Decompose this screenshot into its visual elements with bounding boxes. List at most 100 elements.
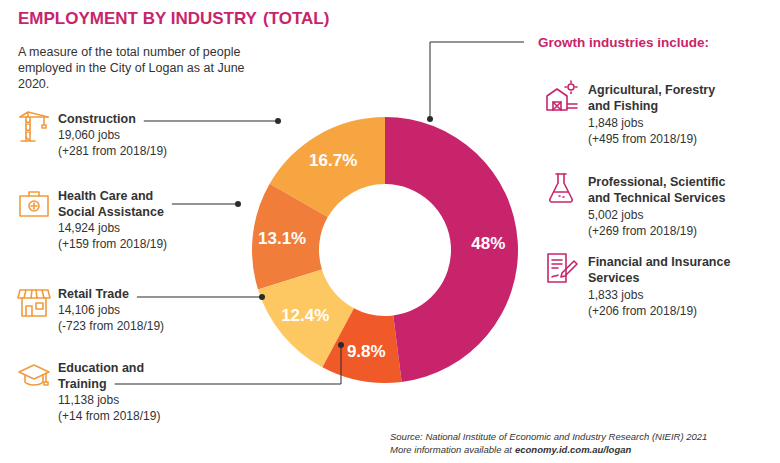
jobs: 14,924 jobs bbox=[58, 221, 120, 235]
text-line: Agricultural, Forestry bbox=[588, 83, 715, 97]
icon-stroke bbox=[44, 382, 48, 385]
jobs: 11,138 jobs bbox=[58, 393, 119, 407]
leader-dot bbox=[338, 342, 344, 348]
growth-name: Agricultural, Forestry and Fishing bbox=[588, 83, 715, 113]
text-line: and Fishing bbox=[588, 99, 658, 113]
source: Source: National Institute of Economic a… bbox=[390, 431, 707, 442]
icon-stroke bbox=[18, 290, 50, 298]
change: (-723 from 2018/19) bbox=[58, 319, 164, 333]
data-label: 48% bbox=[471, 234, 505, 253]
icon-stroke bbox=[25, 375, 43, 385]
subtitle: A measure of the total number of people e… bbox=[18, 45, 245, 91]
more-info: More information available ateconomy.id.… bbox=[390, 444, 631, 455]
leader-line bbox=[430, 42, 524, 119]
leader-dot bbox=[427, 116, 433, 122]
icon-stroke bbox=[26, 121, 30, 141]
text-line: Professional, Scientific bbox=[588, 175, 726, 189]
leader-dot bbox=[275, 118, 281, 124]
icon-stroke bbox=[553, 102, 561, 110]
more-info-link: economy.id.com.au/logan bbox=[515, 444, 632, 455]
category-name: Retail Trade bbox=[58, 287, 129, 301]
icon-crane bbox=[20, 112, 48, 141]
icon-stroke bbox=[42, 125, 46, 128]
icon-stroke bbox=[561, 261, 577, 277]
text-line: 2020. bbox=[18, 77, 49, 91]
text-line: Training bbox=[58, 377, 107, 391]
chart-container: EMPLOYMENT BY INDUSTRY (TOTAL) A measure o… bbox=[0, 0, 780, 463]
text-line: Social Assistance bbox=[58, 205, 164, 219]
growth-jobs: 1,848 jobs bbox=[588, 116, 643, 130]
growth-name: Professional, Scientific and Technical Se… bbox=[588, 175, 726, 205]
icon-briefcase bbox=[20, 192, 48, 216]
growth-change: (+206 from 2018/19) bbox=[588, 304, 697, 318]
growth-jobs: 5,002 jobs bbox=[588, 208, 643, 222]
icon-farm bbox=[547, 81, 577, 110]
icon-shop bbox=[18, 290, 50, 316]
icon-stroke bbox=[553, 102, 561, 110]
icon-cap bbox=[19, 365, 49, 385]
text-line: A measure of the total number of people bbox=[18, 45, 240, 59]
jobs: 14,106 jobs bbox=[58, 303, 120, 317]
icon-stroke bbox=[24, 290, 44, 298]
icon-flask bbox=[550, 174, 573, 202]
icon-stroke bbox=[567, 104, 577, 108]
icon-stroke bbox=[568, 84, 574, 90]
icon-stroke bbox=[26, 306, 32, 316]
icon-stroke bbox=[21, 140, 35, 142]
icon-stroke bbox=[36, 303, 43, 309]
jobs: 19,060 jobs bbox=[58, 128, 120, 142]
text-line: Financial and Insurance bbox=[588, 255, 730, 269]
text-line: employed in the City of Logan as at June bbox=[18, 61, 245, 75]
icon-stroke bbox=[548, 254, 566, 282]
data-label: 9.8% bbox=[347, 342, 386, 361]
icon-stroke bbox=[19, 365, 49, 379]
growth-heading: Growth industries include: bbox=[538, 35, 709, 50]
data-label: 16.7% bbox=[309, 151, 357, 170]
title-main: EMPLOYMENT BY INDUSTRY bbox=[18, 9, 258, 28]
title-suffix: (TOTAL) bbox=[263, 9, 329, 28]
leader-line bbox=[172, 204, 238, 205]
category-name: Education and Training bbox=[58, 361, 144, 391]
icon-stroke bbox=[552, 275, 558, 277]
icon-stroke bbox=[559, 196, 564, 197]
icon-stroke bbox=[547, 89, 567, 110]
change: (+159 from 2018/19) bbox=[58, 237, 167, 251]
chart-svg: EMPLOYMENT BY INDUSTRY (TOTAL) A measure o… bbox=[0, 0, 780, 463]
icon-stroke bbox=[554, 191, 568, 193]
change: (+14 from 2018/19) bbox=[58, 409, 160, 423]
more-info-text: More information available at bbox=[390, 444, 512, 455]
title: EMPLOYMENT BY INDUSTRY (TOTAL) bbox=[18, 9, 329, 28]
category-name: Construction bbox=[58, 112, 136, 126]
icon-doc bbox=[548, 254, 577, 282]
icon-stroke bbox=[550, 174, 573, 202]
icon-stroke bbox=[22, 298, 46, 316]
change: (+281 from 2018/19) bbox=[58, 144, 167, 158]
leader-dot bbox=[235, 201, 241, 207]
icon-stroke bbox=[20, 196, 48, 216]
growth-jobs: 1,833 jobs bbox=[588, 288, 643, 302]
text-line: and Technical Services bbox=[588, 191, 725, 205]
leader-line bbox=[137, 297, 262, 298]
icon-stroke bbox=[43, 117, 45, 125]
icon-stroke bbox=[29, 192, 39, 196]
leader-dot bbox=[259, 294, 265, 300]
category-name: Health Care and Social Assistance bbox=[58, 189, 164, 219]
leader-line bbox=[115, 345, 341, 384]
text-line: Education and bbox=[58, 361, 144, 375]
growth-change: (+495 from 2018/19) bbox=[588, 132, 697, 146]
icon-stroke bbox=[45, 373, 47, 382]
icon-stroke bbox=[565, 81, 577, 94]
slice bbox=[322, 308, 401, 383]
icon-stroke bbox=[552, 260, 562, 268]
data-label: 13.1% bbox=[258, 229, 306, 248]
text-line: Services bbox=[588, 271, 639, 285]
leader-line bbox=[144, 121, 278, 122]
text-line: Health Care and bbox=[58, 189, 153, 203]
growth-change: (+269 from 2018/19) bbox=[588, 224, 697, 238]
growth-name: Financial and Insurance Services bbox=[588, 255, 730, 285]
donut bbox=[252, 117, 518, 383]
data-labels: 16.7%13.1%12.4%9.8%48% bbox=[258, 151, 505, 361]
icon-stroke bbox=[29, 201, 39, 211]
slice bbox=[385, 117, 518, 382]
text-line: Retail Trade bbox=[58, 287, 129, 301]
